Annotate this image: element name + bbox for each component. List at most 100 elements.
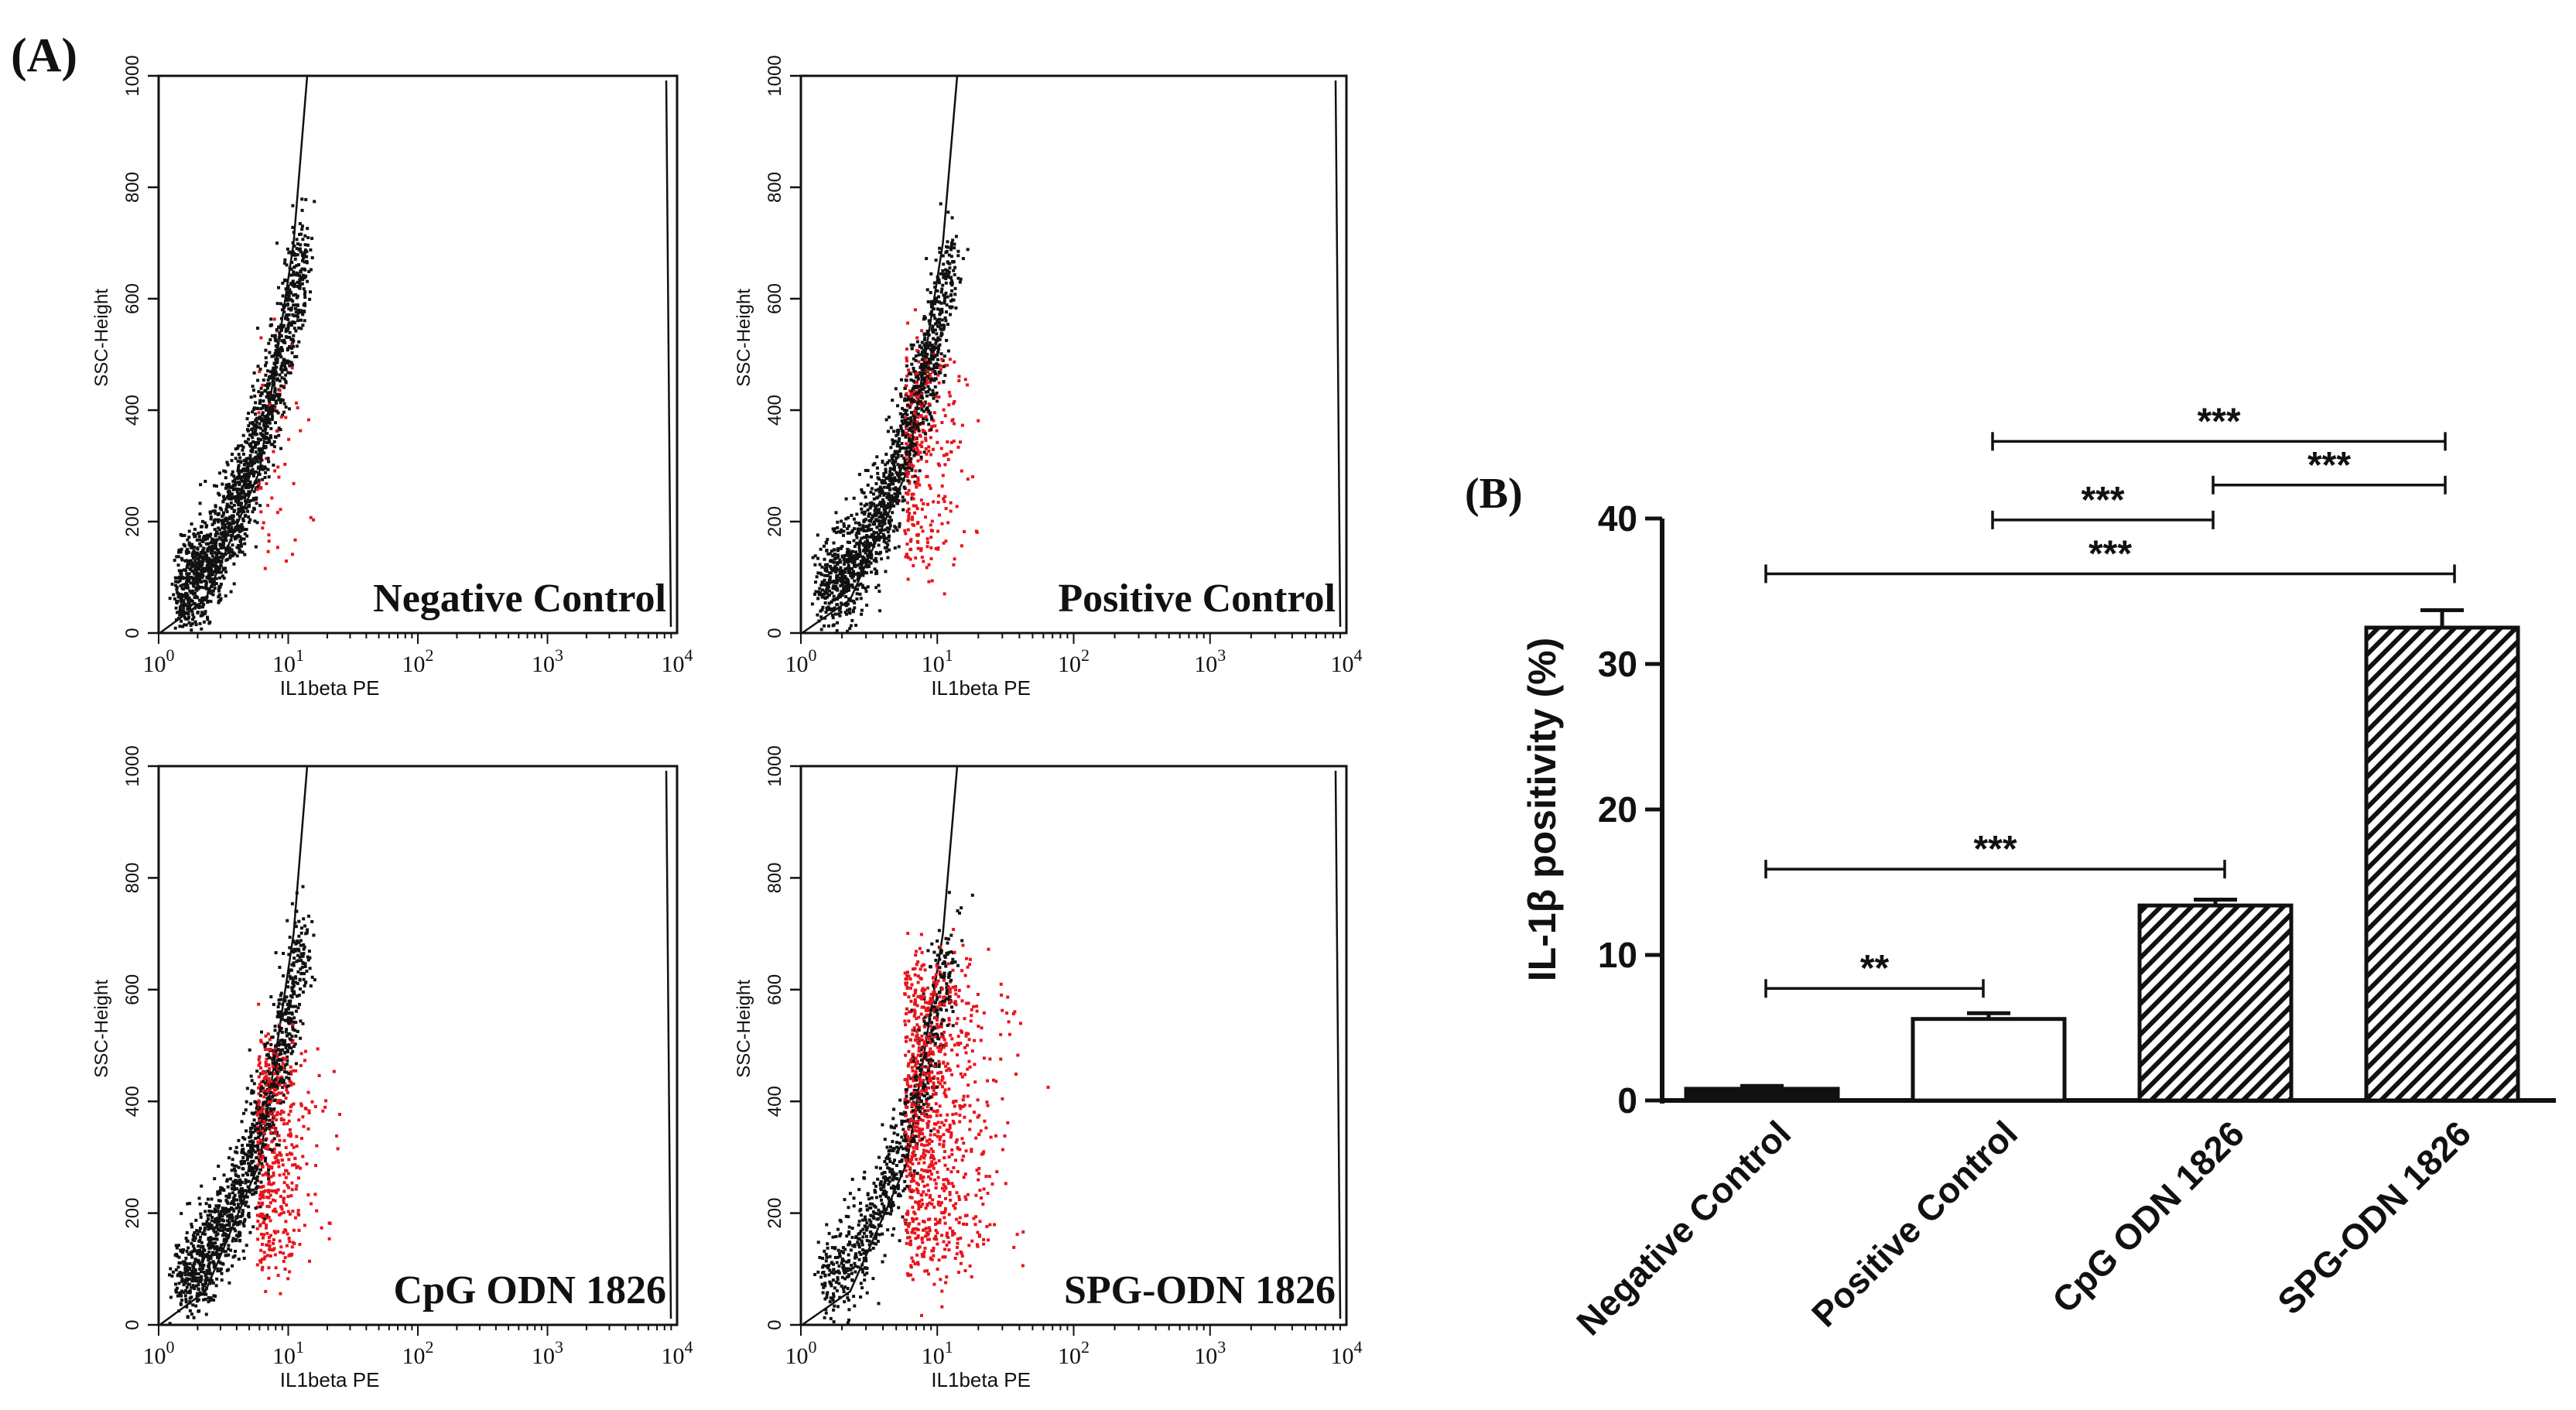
event-dot-negative [870, 553, 874, 556]
event-dot-negative [922, 343, 926, 347]
event-dot-negative [877, 519, 881, 523]
event-dot-negative [234, 447, 238, 451]
event-dot-negative [235, 477, 239, 481]
event-dot-negative [936, 324, 939, 328]
event-dot-positive [916, 478, 920, 482]
event-dot-negative [248, 1149, 251, 1153]
event-dot-negative [200, 576, 204, 580]
event-dot-negative [860, 584, 864, 587]
event-dot-negative [850, 574, 854, 578]
event-dot-positive [931, 447, 935, 451]
event-dot-negative [860, 555, 864, 559]
event-dot-negative [252, 1192, 256, 1196]
event-dot-negative [288, 364, 292, 368]
event-dot-negative [913, 474, 917, 478]
event-dot-positive [282, 1200, 286, 1204]
event-dot-negative [227, 482, 231, 486]
event-dot-negative [294, 1004, 297, 1008]
event-dot-positive [258, 1055, 262, 1059]
event-dot-negative [893, 492, 897, 496]
event-dot-negative [189, 598, 193, 602]
event-dot-negative [940, 318, 944, 322]
event-dot-positive [269, 1100, 272, 1104]
event-dot-negative [927, 409, 930, 412]
event-dot-negative [873, 539, 877, 543]
event-dot-negative [195, 1229, 199, 1233]
event-dot-negative [949, 255, 953, 258]
event-dot-negative [898, 447, 902, 450]
event-dot-negative [200, 580, 204, 584]
plot-frame [799, 74, 1348, 635]
event-dot-negative [933, 302, 937, 306]
event-dot-positive [267, 1276, 271, 1280]
event-dot-negative [939, 272, 942, 275]
event-dot-positive [262, 1113, 266, 1117]
event-dot-negative [273, 1025, 277, 1028]
event-dot-negative [277, 433, 281, 437]
event-dot-negative [249, 1074, 253, 1078]
event-dot-negative [197, 557, 200, 561]
event-dot-positive [948, 394, 952, 398]
event-dot-negative [932, 396, 936, 400]
event-dot-negative [271, 1084, 275, 1088]
event-dot-negative [832, 566, 836, 570]
event-dot-negative [200, 613, 204, 617]
event-dot-negative [288, 288, 292, 292]
event-dot-negative [238, 1195, 242, 1199]
event-dot-negative [890, 498, 894, 501]
event-dot-positive [905, 384, 908, 388]
event-dot-negative [860, 536, 864, 540]
event-dot-negative [183, 1294, 187, 1298]
event-dot-negative [895, 433, 898, 437]
event-dot-negative [191, 1244, 195, 1247]
event-dot-negative [250, 1161, 254, 1165]
event-dot-negative [213, 1230, 217, 1234]
x-tick-label: 103 [1194, 645, 1226, 677]
event-dot-positive [912, 464, 915, 468]
event-dot-negative [185, 1305, 189, 1309]
event-dot-negative [224, 470, 227, 474]
event-dot-positive [286, 1153, 289, 1157]
event-dot-negative [303, 296, 307, 299]
event-dot-negative [174, 580, 178, 584]
event-dot-positive [925, 377, 929, 381]
event-dot-negative [271, 1035, 275, 1039]
event-dot-negative [286, 1002, 289, 1006]
event-dot-negative [229, 501, 233, 505]
event-dot-negative [922, 348, 925, 352]
event-dot-negative [886, 530, 890, 534]
event-dot-positive [906, 443, 910, 447]
event-dot-positive [299, 1102, 303, 1106]
event-dot-positive [282, 1198, 286, 1202]
event-dot-negative [888, 470, 892, 474]
event-dot-negative [290, 347, 293, 351]
event-dot-negative [265, 1127, 269, 1131]
event-dot-negative [242, 528, 246, 532]
event-dot-positive [293, 1163, 297, 1166]
event-dot-negative [848, 559, 852, 563]
event-dot-negative [279, 364, 283, 368]
event-dot-negative [186, 612, 190, 616]
event-dot-negative [855, 531, 859, 535]
event-dot-negative [193, 1272, 197, 1275]
event-dot-positive [916, 453, 920, 457]
event-dot-negative [216, 556, 220, 560]
event-dot-negative [233, 529, 237, 532]
event-dot-negative [227, 526, 230, 530]
event-dot-negative [289, 361, 293, 364]
event-dot-negative [299, 1036, 303, 1040]
event-dot-negative [258, 472, 262, 476]
event-dot-negative [218, 1248, 222, 1252]
event-dot-negative [258, 368, 262, 371]
event-dot-positive [281, 1056, 285, 1060]
event-dot-negative [196, 547, 200, 551]
event-dot-negative [858, 554, 862, 558]
event-dot-negative [210, 562, 214, 566]
event-dot-negative [862, 491, 866, 495]
event-dot-positive [268, 1070, 272, 1074]
event-dot-negative [252, 1082, 256, 1086]
event-dot-positive [289, 1131, 292, 1135]
event-dot-negative [916, 391, 920, 395]
event-dot-negative [838, 558, 842, 562]
